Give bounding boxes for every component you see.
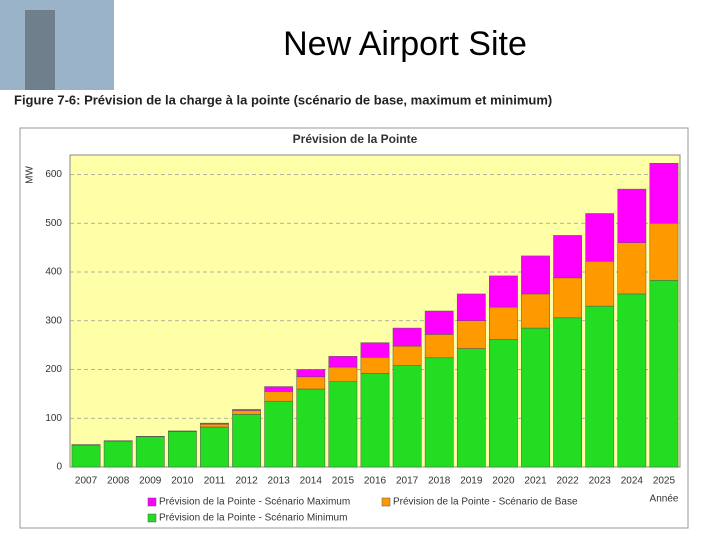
bar-segment xyxy=(200,424,228,427)
x-tick-label: 2013 xyxy=(268,476,291,487)
legend-swatch xyxy=(382,498,390,506)
bar-segment xyxy=(554,278,582,318)
x-tick-label: 2010 xyxy=(171,476,194,487)
bar-segment xyxy=(361,357,389,373)
x-tick-label: 2017 xyxy=(396,476,419,487)
bar-segment xyxy=(297,370,325,377)
bar-segment xyxy=(361,373,389,467)
bar-segment xyxy=(329,356,357,367)
y-tick-label: 500 xyxy=(45,218,62,229)
slide-title: New Airport Site xyxy=(283,25,527,63)
x-tick-label: 2012 xyxy=(235,476,258,487)
y-tick-label: 600 xyxy=(45,169,62,180)
bar-segment xyxy=(457,321,485,349)
bar-segment xyxy=(425,358,453,467)
x-tick-label: 2018 xyxy=(428,476,451,487)
legend-label: Prévision de la Pointe - Scénario Maximu… xyxy=(159,497,350,508)
chart-title: Prévision de la Pointe xyxy=(293,132,418,146)
x-tick-label: 2021 xyxy=(524,476,547,487)
x-tick-label: 2014 xyxy=(300,476,323,487)
y-tick-label: 400 xyxy=(45,267,62,278)
x-tick-label: 2025 xyxy=(653,476,676,487)
bar-segment xyxy=(297,377,325,389)
bar-segment xyxy=(425,334,453,357)
legend-label: Prévision de la Pointe - Scénario Minimu… xyxy=(159,513,347,524)
y-axis-label: MW xyxy=(25,166,36,184)
x-tick-label: 2016 xyxy=(364,476,387,487)
y-tick-label: 300 xyxy=(45,315,62,326)
bar-segment xyxy=(200,423,228,424)
bar-segment xyxy=(650,163,678,223)
bar-segment xyxy=(265,387,293,392)
x-tick-label: 2020 xyxy=(492,476,515,487)
y-tick-label: 200 xyxy=(45,364,62,375)
bar-segment xyxy=(489,307,517,339)
photo-tower xyxy=(25,10,55,90)
bar-segment xyxy=(232,414,260,467)
bar-segment xyxy=(457,294,485,321)
x-axis-label: Année xyxy=(650,494,679,505)
bar-segment xyxy=(361,343,389,358)
bar-segment xyxy=(329,367,357,382)
bar-segment xyxy=(329,382,357,467)
bar-segment xyxy=(232,410,260,414)
x-tick-label: 2015 xyxy=(332,476,355,487)
y-tick-label: 0 xyxy=(56,462,62,473)
bar-segment xyxy=(265,391,293,401)
bar-segment xyxy=(586,261,614,306)
bar-segment xyxy=(554,318,582,467)
bar-segment xyxy=(457,349,485,467)
bar-segment xyxy=(297,389,325,467)
bar-segment xyxy=(618,243,646,294)
bar-segment xyxy=(650,280,678,467)
photo xyxy=(0,0,114,90)
legend-swatch xyxy=(148,498,156,506)
bar-segment xyxy=(265,401,293,467)
bar-segment xyxy=(489,339,517,467)
bar-segment xyxy=(521,256,549,294)
bar-segment xyxy=(393,346,421,366)
bar-segment xyxy=(521,294,549,328)
bar-segment xyxy=(232,409,260,410)
x-tick-label: 2009 xyxy=(139,476,162,487)
figure-caption: Figure 7-6: Prévision de la charge à la … xyxy=(14,92,552,107)
x-tick-label: 2023 xyxy=(589,476,612,487)
bar-segment xyxy=(393,328,421,346)
bar-segment xyxy=(650,223,678,280)
x-tick-label: 2019 xyxy=(460,476,483,487)
bar-segment xyxy=(104,441,132,467)
bar-segment xyxy=(618,294,646,467)
bar-segment xyxy=(425,311,453,334)
bar-segment xyxy=(136,437,164,467)
bar-segment xyxy=(200,427,228,467)
x-tick-label: 2022 xyxy=(557,476,580,487)
bar-segment xyxy=(168,431,196,467)
bar-segment xyxy=(521,328,549,467)
bar-segment xyxy=(586,214,614,262)
bar-segment xyxy=(72,445,100,467)
bar-segment xyxy=(618,189,646,243)
bar-segment xyxy=(586,306,614,467)
legend-swatch xyxy=(148,514,156,522)
bar-segment xyxy=(393,366,421,467)
x-tick-label: 2024 xyxy=(621,476,644,487)
y-tick-label: 100 xyxy=(45,413,62,424)
x-tick-label: 2007 xyxy=(75,476,98,487)
bar-segment xyxy=(489,276,517,307)
bar-segment xyxy=(554,235,582,277)
legend-label: Prévision de la Pointe - Scénario de Bas… xyxy=(393,497,578,508)
x-tick-label: 2008 xyxy=(107,476,130,487)
x-tick-label: 2011 xyxy=(204,476,226,487)
